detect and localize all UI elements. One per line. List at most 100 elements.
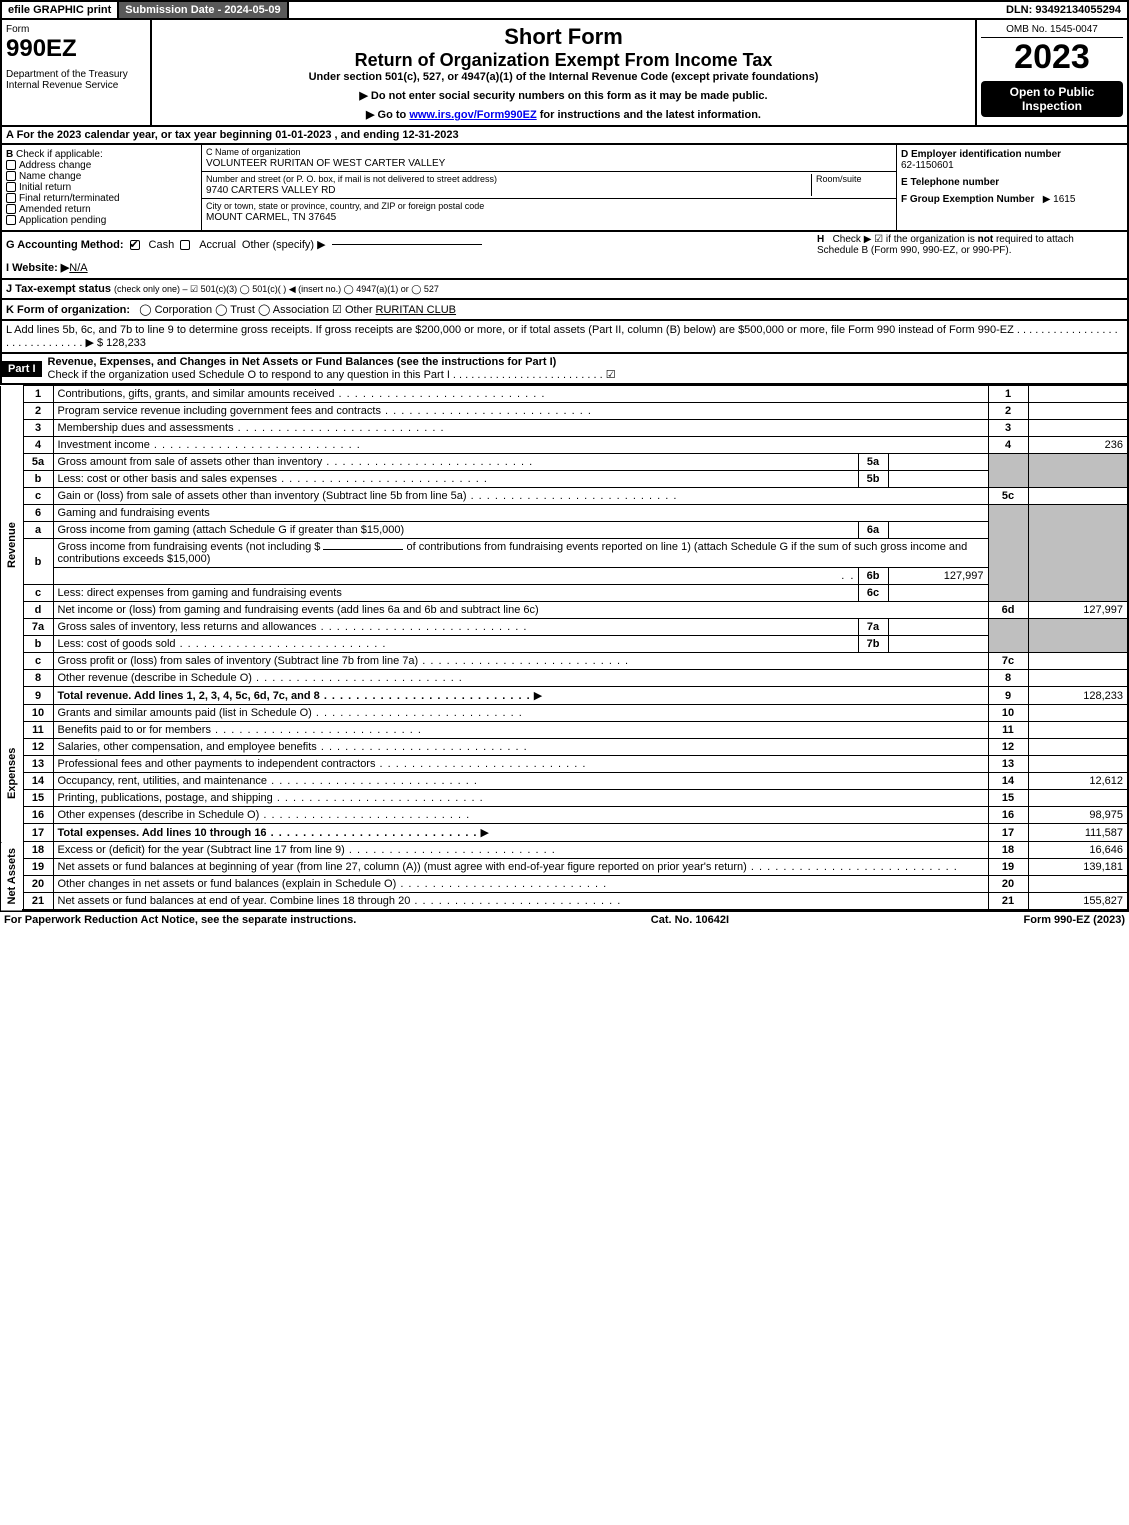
opt-cash: Cash xyxy=(149,239,175,251)
l16-text: Other expenses (describe in Schedule O) xyxy=(58,809,471,821)
l6b-amt: 127,997 xyxy=(888,568,988,585)
l19-text: Net assets or fund balances at beginning… xyxy=(58,861,958,873)
chk-address-change[interactable] xyxy=(6,160,16,170)
chk-name-change[interactable] xyxy=(6,171,16,181)
part-i-check: Check if the organization used Schedule … xyxy=(48,369,616,381)
efile-label[interactable]: efile GRAPHIC print xyxy=(2,2,119,18)
l7a-amt xyxy=(888,619,988,636)
side-revenue: Revenue xyxy=(1,386,23,705)
note-ssn: ▶ Do not enter social security numbers o… xyxy=(156,89,971,102)
l9-amt: 128,233 xyxy=(1028,687,1128,705)
k-label: K Form of organization: xyxy=(6,304,130,316)
h-text1: Check ▶ ☑ if the organization is xyxy=(833,234,978,245)
l-amount: $ 128,233 xyxy=(97,337,146,349)
chk-application-pending[interactable] xyxy=(6,215,16,225)
l19-amt: 139,181 xyxy=(1028,859,1128,876)
org-street: 9740 CARTERS VALLEY RD xyxy=(206,185,336,196)
l10-text: Grants and similar amounts paid (list in… xyxy=(58,707,523,719)
opt-name-change: Name change xyxy=(19,171,81,182)
side-expenses: Expenses xyxy=(1,705,23,842)
part-i-header: Part I Revenue, Expenses, and Changes in… xyxy=(0,354,1129,385)
l18-text: Excess or (deficit) for the year (Subtra… xyxy=(58,844,556,856)
l3-amt xyxy=(1028,420,1128,437)
form-id-block: Form 990EZ Department of the Treasury In… xyxy=(2,20,152,125)
note-goto: ▶ Go to www.irs.gov/Form990EZ for instru… xyxy=(156,108,971,121)
c-room-label: Room/suite xyxy=(816,174,862,184)
i-label: I Website: ▶ xyxy=(6,262,69,274)
opt-amended-return: Amended return xyxy=(19,204,91,215)
l17-amt: 111,587 xyxy=(1028,824,1128,842)
l2-text: Program service revenue including govern… xyxy=(58,405,592,417)
form-header: Form 990EZ Department of the Treasury In… xyxy=(0,20,1129,127)
chk-cash[interactable] xyxy=(130,240,140,250)
l5b-text: Less: cost or other basis and sales expe… xyxy=(58,473,488,485)
l1-text: Contributions, gifts, grants, and simila… xyxy=(58,388,546,400)
row-j: J Tax-exempt status (check only one) – ☑… xyxy=(0,280,1129,300)
note-goto-post: for instructions and the latest informat… xyxy=(537,109,761,121)
l5a-text: Gross amount from sale of assets other t… xyxy=(58,456,534,468)
l8-text: Other revenue (describe in Schedule O) xyxy=(58,672,463,684)
year-block: OMB No. 1545-0047 2023 Open to Public In… xyxy=(977,20,1127,125)
part-i-title: Revenue, Expenses, and Changes in Net As… xyxy=(48,356,557,368)
l5b-amt xyxy=(888,471,988,488)
l5c-text: Gain or (loss) from sale of assets other… xyxy=(58,490,678,502)
page-footer: For Paperwork Reduction Act Notice, see … xyxy=(0,911,1129,928)
col-b: B Check if applicable: Address change Na… xyxy=(2,145,202,230)
revenue-table: Revenue 1Contributions, gifts, grants, a… xyxy=(0,385,1129,911)
k-opts: ◯ Corporation ◯ Trust ◯ Association ☑ Ot… xyxy=(139,304,375,316)
footer-mid: Cat. No. 10642I xyxy=(651,914,729,926)
l7c-amt xyxy=(1028,653,1128,670)
opt-application-pending: Application pending xyxy=(19,215,106,226)
l6b-text1: Gross income from fundraising events (no… xyxy=(58,541,321,553)
l6b-blank xyxy=(323,549,403,550)
top-bar: efile GRAPHIC print Submission Date - 20… xyxy=(0,0,1129,20)
col-def: D Employer identification number62-11506… xyxy=(897,145,1127,230)
chk-accrual[interactable] xyxy=(180,240,190,250)
chk-final-return[interactable] xyxy=(6,193,16,203)
l6d-amt: 127,997 xyxy=(1028,602,1128,619)
tax-year: 2023 xyxy=(981,38,1123,77)
l7b-amt xyxy=(888,636,988,653)
k-other-value: RURITAN CLUB xyxy=(376,304,456,316)
title-shortform: Short Form xyxy=(156,24,971,50)
l16-amt: 98,975 xyxy=(1028,807,1128,824)
footer-left: For Paperwork Reduction Act Notice, see … xyxy=(4,914,356,926)
l7a-text: Gross sales of inventory, less returns a… xyxy=(58,621,528,633)
submission-date: Submission Date - 2024-05-09 xyxy=(119,2,288,18)
irs-link[interactable]: www.irs.gov/Form990EZ xyxy=(409,109,536,121)
chk-initial-return[interactable] xyxy=(6,182,16,192)
l-text: L Add lines 5b, 6c, and 7b to line 9 to … xyxy=(6,324,1118,349)
l5c-amt xyxy=(1028,488,1128,505)
row-k: K Form of organization: ◯ Corporation ◯ … xyxy=(0,300,1129,321)
l6-text: Gaming and fundraising events xyxy=(58,507,210,519)
l7b-text: Less: cost of goods sold xyxy=(58,638,387,650)
h-label: H xyxy=(817,234,824,245)
chk-amended-return[interactable] xyxy=(6,204,16,214)
j-detail: (check only one) – ☑ 501(c)(3) ◯ 501(c)(… xyxy=(114,284,439,294)
l5a-amt xyxy=(888,454,988,471)
title-main: Return of Organization Exempt From Incom… xyxy=(156,50,971,71)
row-a: A For the 2023 calendar year, or tax yea… xyxy=(0,127,1129,145)
title-subtitle: Under section 501(c), 527, or 4947(a)(1)… xyxy=(156,71,971,83)
l6d-text: Net income or (loss) from gaming and fun… xyxy=(58,604,539,616)
public-inspection-badge: Open to Public Inspection xyxy=(981,81,1123,117)
l14-amt: 12,612 xyxy=(1028,773,1128,790)
block-b-to-f: B Check if applicable: Address change Na… xyxy=(0,145,1129,232)
l12-amt xyxy=(1028,739,1128,756)
l21-amt: 155,827 xyxy=(1028,893,1128,911)
dln: DLN: 93492134055294 xyxy=(1000,2,1127,18)
opt-address-change: Address change xyxy=(19,160,91,171)
website-value: N/A xyxy=(69,262,87,274)
d-label: D Employer identification number xyxy=(901,149,1061,160)
form-word: Form xyxy=(6,24,146,35)
g-label: G Accounting Method: xyxy=(6,239,124,251)
row-h: H Check ▶ ☑ if the organization is not r… xyxy=(817,234,1117,256)
note-goto-pre: ▶ Go to xyxy=(366,109,409,121)
f-label: F Group Exemption Number xyxy=(901,194,1034,205)
c-name-label: C Name of organization xyxy=(206,147,301,157)
col-c: C Name of organization VOLUNTEER RURITAN… xyxy=(202,145,897,230)
omb-number: OMB No. 1545-0047 xyxy=(981,24,1123,38)
l9-text: Total revenue. Add lines 1, 2, 3, 4, 5c,… xyxy=(58,690,531,702)
l6a-amt xyxy=(888,522,988,539)
row-g-h: G Accounting Method: Cash Accrual Other … xyxy=(0,232,1129,280)
